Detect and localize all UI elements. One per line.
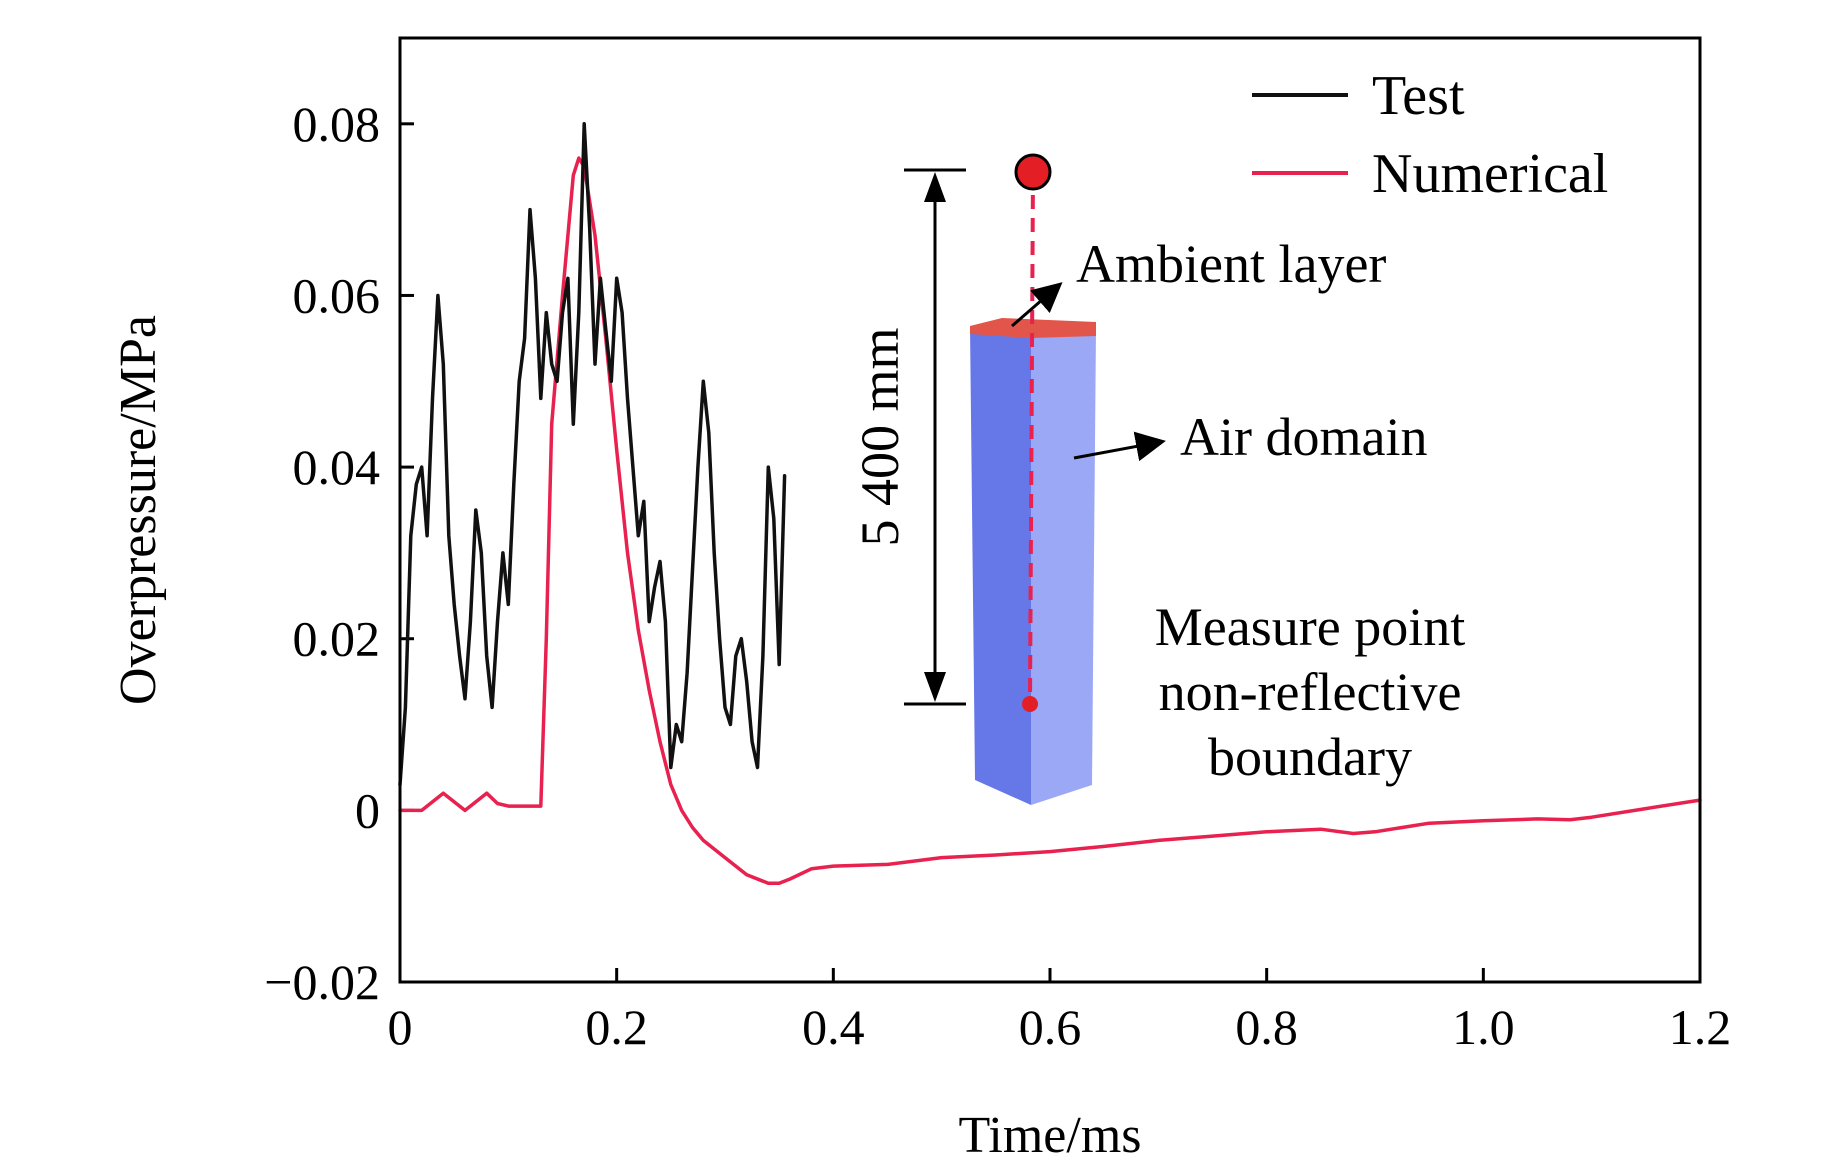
measure-point-label: Measure point [1155,597,1465,657]
measure-dashed-line [1028,171,1035,703]
air-domain-arrow [1073,431,1166,462]
legend: Test Numerical [1252,65,1608,205]
ambient-layer-label: Ambient layer [1076,234,1386,294]
axis-ticks [398,122,1702,984]
y-tick-label: −0.02 [264,954,380,1010]
x-tick-label: 0.4 [802,999,865,1055]
x-tick-label: 0.8 [1235,999,1298,1055]
x-tick-label: 0 [388,999,413,1055]
dimension-arrow-up [924,172,946,202]
y-tick-label: 0.06 [293,267,381,323]
air-domain-column-front [1031,328,1096,805]
y-tick-label: 0.08 [293,96,381,152]
dimension-arrow-down [924,672,946,702]
non-reflective-label: non-reflective [1159,662,1462,722]
boundary-label: boundary [1208,727,1412,787]
legend-label-numerical: Numerical [1372,143,1608,205]
measure-point-dot [1022,696,1038,712]
ambient-layer-arrow [1011,282,1063,328]
x-tick-label: 0.2 [585,999,648,1055]
air-domain-column-side [970,326,1031,805]
x-axis-title: Time/ms [958,1107,1141,1164]
x-tick-label: 1.0 [1452,999,1515,1055]
legend-label-test: Test [1372,65,1465,127]
tick-labels: 0 0.2 0.4 0.6 0.8 1.0 1.2−0.0200.020.040.060.0… [264,96,1731,1055]
ambient-layer-slab [970,318,1096,338]
y-tick-label: 0.02 [293,611,381,667]
y-tick-label: 0.04 [293,439,381,495]
y-tick-label: 0 [355,782,380,838]
y-axis-title: Overpressure/MPa [110,315,167,705]
air-domain-label: Air domain [1180,407,1427,467]
plot-frame [398,36,1702,984]
inset-schematic: 5 400 mm Ambient layer Air domain Measur… [850,153,1465,805]
x-tick-label: 1.2 [1669,999,1732,1055]
dimension-label: 5 400 mm [850,327,910,546]
top-marker-dot [1014,153,1052,191]
series-line-test [398,122,787,787]
series-layer [398,122,1702,886]
series-line-numerical [398,156,1702,886]
x-tick-label: 0.6 [1019,999,1082,1055]
